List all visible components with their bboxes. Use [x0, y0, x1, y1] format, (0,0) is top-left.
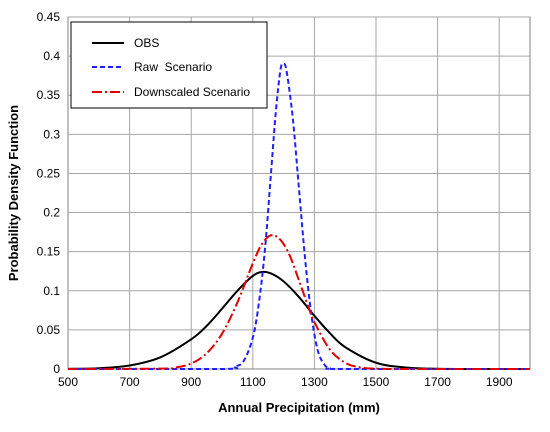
- series-lines: [67, 62, 530, 371]
- x-tick-label: 1900: [486, 375, 513, 389]
- series-line-downscaled-scenario: [67, 234, 530, 371]
- x-tick-label: 1100: [240, 375, 266, 389]
- y-tick-label: 0.45: [37, 10, 61, 24]
- x-tick-label: 1500: [363, 375, 390, 389]
- legend-label-obs: OBS: [134, 36, 159, 50]
- x-tick-label: 900: [181, 375, 201, 389]
- y-axis-title: Probability Density Function: [6, 105, 21, 281]
- x-tick-label: 700: [120, 375, 140, 389]
- series-line-raw-scenario: [68, 62, 530, 371]
- y-tick-label: 0.2: [43, 206, 60, 220]
- x-axis-title: Annual Precipitation (mm): [218, 400, 380, 415]
- y-tick-label: 0.25: [37, 166, 61, 180]
- legend-box: [70, 21, 268, 109]
- y-tick-label: 0.3: [43, 127, 60, 141]
- x-tick-label: 1700: [424, 375, 451, 389]
- y-tick-label: 0.1: [43, 284, 60, 298]
- y-tick-label: 0: [53, 362, 60, 376]
- x-tick-label: 500: [58, 375, 78, 389]
- legend-label-downscaled-scenario: Downscaled Scenario: [134, 85, 250, 99]
- legend-label-raw-scenario: Raw Scenario: [134, 60, 212, 74]
- legend: OBS Raw Scenario Downscaled Scenario: [70, 21, 268, 109]
- tick-labels: 0 0.05 0.1 0.15 0.2 0.25 0.3 0.35 0.4 0.45 500 700 9…: [37, 10, 513, 389]
- y-tick-label: 0.4: [43, 49, 60, 63]
- y-tick-label: 0.05: [37, 323, 61, 337]
- y-tick-label: 0.35: [37, 88, 61, 102]
- y-tick-label: 0.15: [37, 245, 61, 259]
- x-tick-label: 1300: [301, 375, 328, 389]
